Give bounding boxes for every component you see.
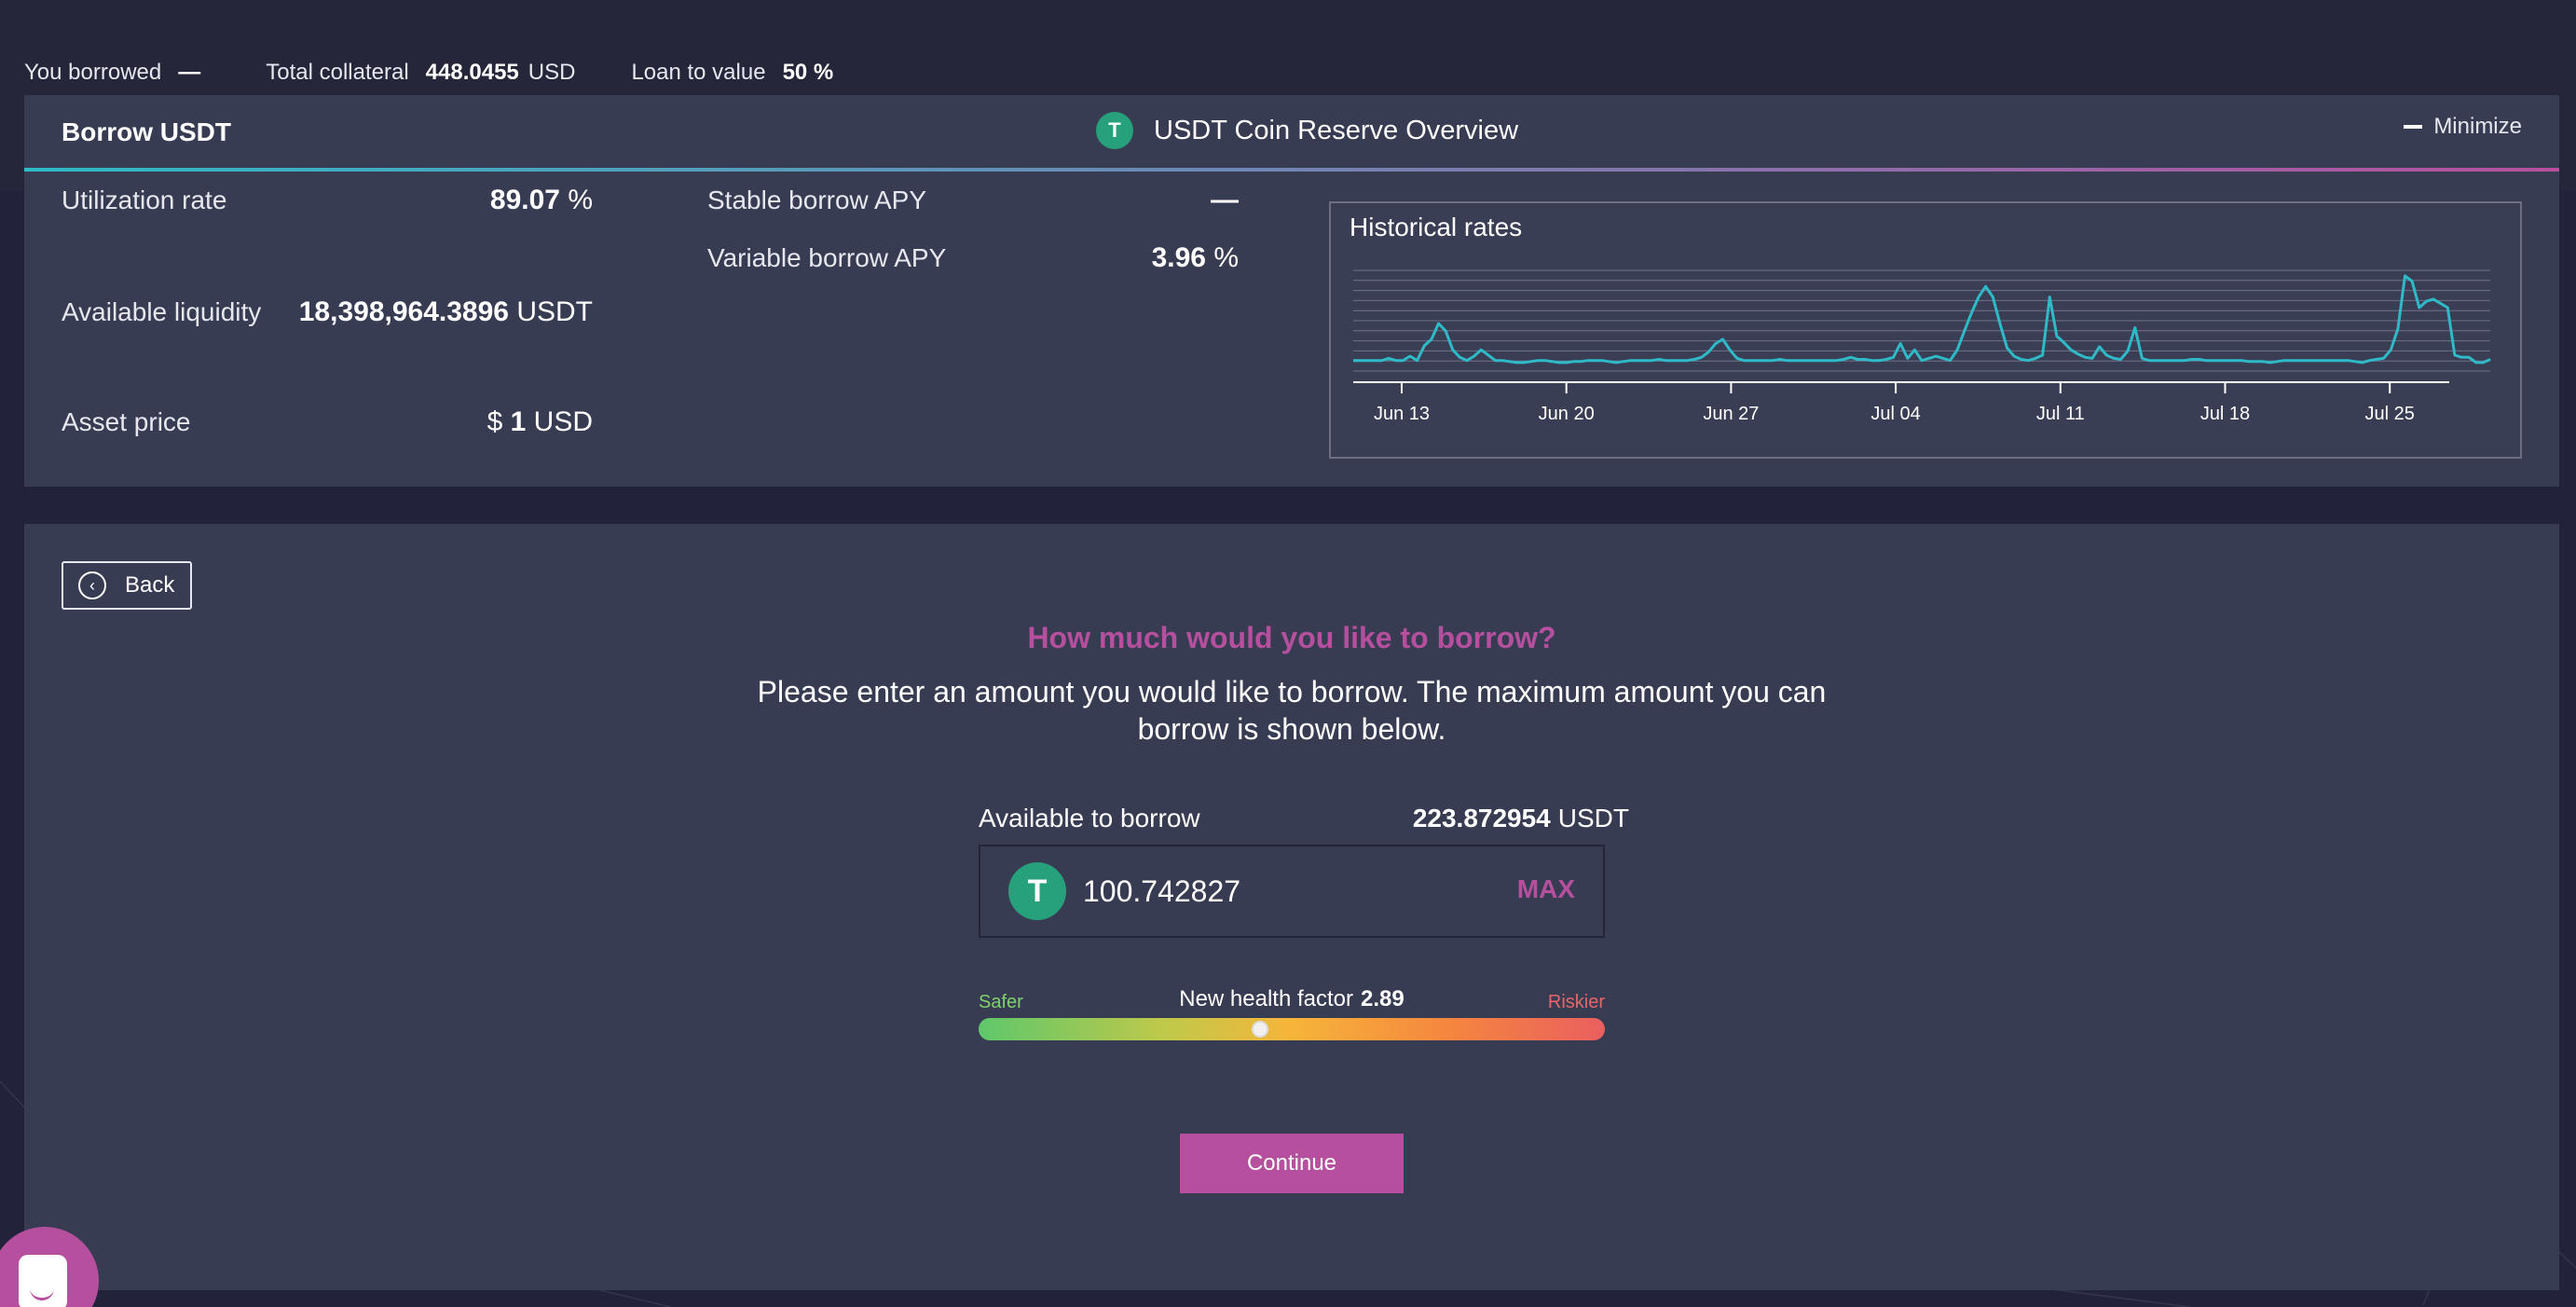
price-prefix: $	[486, 406, 503, 437]
collateral-unit: USD	[528, 60, 576, 85]
x-tick-label: Jun 27	[1703, 404, 1759, 424]
reserve-overview-label: USDT Coin Reserve Overview	[1154, 115, 1519, 145]
variable-apy-number: 3.96	[1151, 242, 1206, 273]
utilization-number: 89.07	[489, 185, 560, 215]
variable-apy-value: 3.96 %	[1152, 242, 1239, 274]
health-factor-bar	[979, 1018, 1605, 1040]
borrowed-stat: You borrowed —	[24, 60, 210, 86]
back-button[interactable]: ‹ Back	[62, 561, 192, 610]
stable-apy-value: —	[1211, 185, 1239, 215]
collateral-value: 448.0455	[425, 60, 519, 85]
health-factor-readout: New health factor 2.89	[979, 986, 1605, 1012]
variable-apy-row: Variable borrow APY 3.96 %	[707, 242, 1239, 274]
historical-rates-chart: Jun 13 Jun 20 Jun 27 Jul 04 Jul 11 Jul 18 Jul …	[1329, 201, 2522, 459]
health-factor-value: 2.89	[1361, 986, 1404, 1011]
borrowed-label: You borrowed	[24, 60, 162, 85]
variable-apy-unit: %	[1213, 242, 1239, 273]
borrow-question-title: How much would you like to borrow?	[1027, 621, 1556, 654]
overview-header: Borrow USDT T USDT Coin Reserve Overview…	[24, 95, 2559, 172]
stable-apy-row: Stable borrow APY —	[707, 185, 1239, 216]
usdt-coin-icon: T	[1096, 112, 1133, 149]
health-factor-label: New health factor	[1179, 986, 1354, 1011]
usdt-coin-icon: T	[1008, 862, 1066, 920]
utilization-value: 89.07 %	[490, 185, 593, 216]
available-label: Available to borrow	[979, 804, 1200, 832]
price-unit: USD	[533, 406, 593, 437]
ltv-label: Loan to value	[631, 60, 766, 85]
borrow-form-panel: ‹ Back How much would you like to borrow…	[24, 524, 2559, 1290]
reserve-overview-title: T USDT Coin Reserve Overview	[1096, 112, 1518, 149]
x-tick-label: Jul 04	[1870, 404, 1920, 424]
ltv-stat: Loan to value 50 %	[631, 60, 843, 86]
available-number: 223.872954	[1412, 804, 1551, 832]
amount-input[interactable]	[1083, 874, 1493, 909]
amount-field: T MAX	[979, 845, 1605, 938]
stats-bar: You borrowed — Total collateral 448.0455…	[24, 58, 898, 88]
price-number: 1	[510, 406, 527, 437]
minimize-button[interactable]: Minimize	[2404, 114, 2522, 140]
chart-title: Historical rates	[1350, 213, 1523, 241]
x-tick-label: Jun 20	[1539, 404, 1595, 424]
chevron-left-icon: ‹	[78, 571, 106, 599]
variable-apy-label: Variable borrow APY	[707, 243, 947, 272]
rate-series-line	[1353, 274, 2491, 365]
liquidity-unit: USDT	[516, 296, 593, 327]
borrowed-value: —	[178, 60, 201, 85]
stable-apy-label: Stable borrow APY	[707, 186, 927, 214]
header-gradient-divider	[24, 168, 2559, 172]
borrow-description: Please enter an amount you would like to…	[757, 675, 1827, 746]
utilization-label: Utilization rate	[62, 186, 227, 214]
max-button[interactable]: MAX	[1516, 874, 1575, 903]
liquidity-number: 18,398,964.3896	[298, 296, 509, 327]
x-tick-label: Jul 11	[2036, 404, 2085, 424]
safer-label: Safer	[979, 992, 1023, 1012]
x-tick-label: Jun 13	[1374, 404, 1430, 424]
historical-rates-svg: Jun 13 Jun 20 Jun 27 Jul 04 Jul 11 Jul 18 Jul …	[1353, 269, 2491, 424]
collateral-stat: Total collateral 448.0455 USD	[266, 60, 575, 86]
minus-icon	[2404, 125, 2423, 129]
liquidity-label: Available liquidity	[62, 297, 262, 326]
chat-icon	[19, 1255, 67, 1307]
liquidity-row: Available liquidity 18,398,964.3896 USDT	[62, 296, 593, 328]
price-label: Asset price	[62, 407, 191, 436]
reserve-overview-panel: Borrow USDT T USDT Coin Reserve Overview…	[24, 95, 2559, 487]
x-tick-label: Jul 25	[2365, 404, 2415, 424]
x-tick-label: Jul 18	[2200, 404, 2250, 424]
utilization-unit: %	[568, 185, 593, 215]
overview-body: Utilization rate 89.07 % Available liqui…	[24, 172, 2559, 487]
riskier-label: Riskier	[1547, 992, 1605, 1012]
available-to-borrow-row: Available to borrow 223.872954 USDT	[979, 804, 1629, 833]
ltv-value: 50 %	[782, 60, 834, 85]
liquidity-value: 18,398,964.3896 USDT	[299, 296, 593, 328]
continue-button[interactable]: Continue	[1180, 1134, 1404, 1193]
health-factor-labels: Safer New health factor 2.89 Riskier	[979, 986, 1605, 1014]
available-value: 223.872954 USDT	[1413, 804, 1629, 833]
minimize-label: Minimize	[2433, 114, 2522, 139]
panel-title: Borrow USDT	[62, 117, 231, 146]
health-factor-indicator	[1252, 1021, 1269, 1038]
utilization-row: Utilization rate 89.07 %	[62, 185, 593, 216]
price-row: Asset price $ 1 USD	[62, 406, 593, 438]
collateral-label: Total collateral	[266, 60, 409, 85]
back-label: Back	[125, 572, 175, 598]
price-value: $ 1 USD	[487, 406, 593, 438]
available-unit: USDT	[1557, 804, 1629, 832]
